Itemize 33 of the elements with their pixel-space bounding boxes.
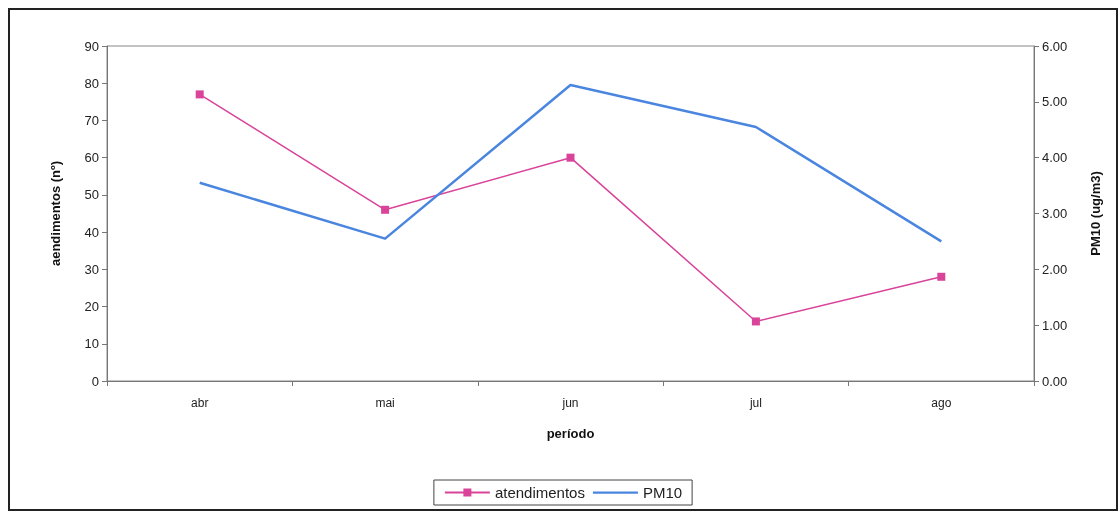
point: [381, 205, 390, 214]
x-axis-title: período: [546, 426, 595, 441]
x-tick-label: mai: [375, 396, 395, 410]
x-tick-label: abr: [191, 396, 209, 410]
x-tick-label: jun: [561, 396, 579, 410]
x-tick-label: ago: [931, 396, 952, 410]
point: [195, 90, 204, 99]
y-tick-label: 50: [84, 187, 99, 203]
y2-tick-label: 1.00: [1042, 317, 1068, 333]
point: [566, 153, 575, 162]
y-tick-label: 10: [84, 336, 99, 352]
y-tick-label: 90: [84, 38, 99, 54]
y2-tick-label: 0.00: [1042, 373, 1068, 389]
y2-tick-label: 5.00: [1042, 94, 1068, 110]
y-axis-title: aendimentos (nº): [48, 160, 63, 267]
x-tick-label: jul: [748, 396, 762, 410]
y-tick-label: 0: [91, 373, 99, 389]
y-tick-label: 70: [84, 112, 99, 128]
y2-axis-title: PM10 (ug/m3): [1088, 171, 1103, 256]
y2-tick-label: 3.00: [1042, 206, 1068, 221]
y-tick-label: 80: [84, 75, 99, 91]
y-tick-label: 40: [84, 224, 99, 240]
y-tick-label: 30: [84, 261, 99, 277]
y2-tick-label: 4.00: [1042, 150, 1068, 166]
point: [751, 317, 760, 326]
legend-label: atendimentos: [494, 484, 585, 501]
point: [937, 272, 946, 281]
legend-label: PM10: [642, 484, 683, 501]
y-tick-label: 20: [84, 299, 99, 315]
y2-tick-label: 2.00: [1042, 261, 1068, 277]
y2-tick-label: 6.00: [1042, 38, 1068, 54]
line-series: [198, 83, 943, 243]
y-tick-label: 60: [84, 150, 99, 166]
